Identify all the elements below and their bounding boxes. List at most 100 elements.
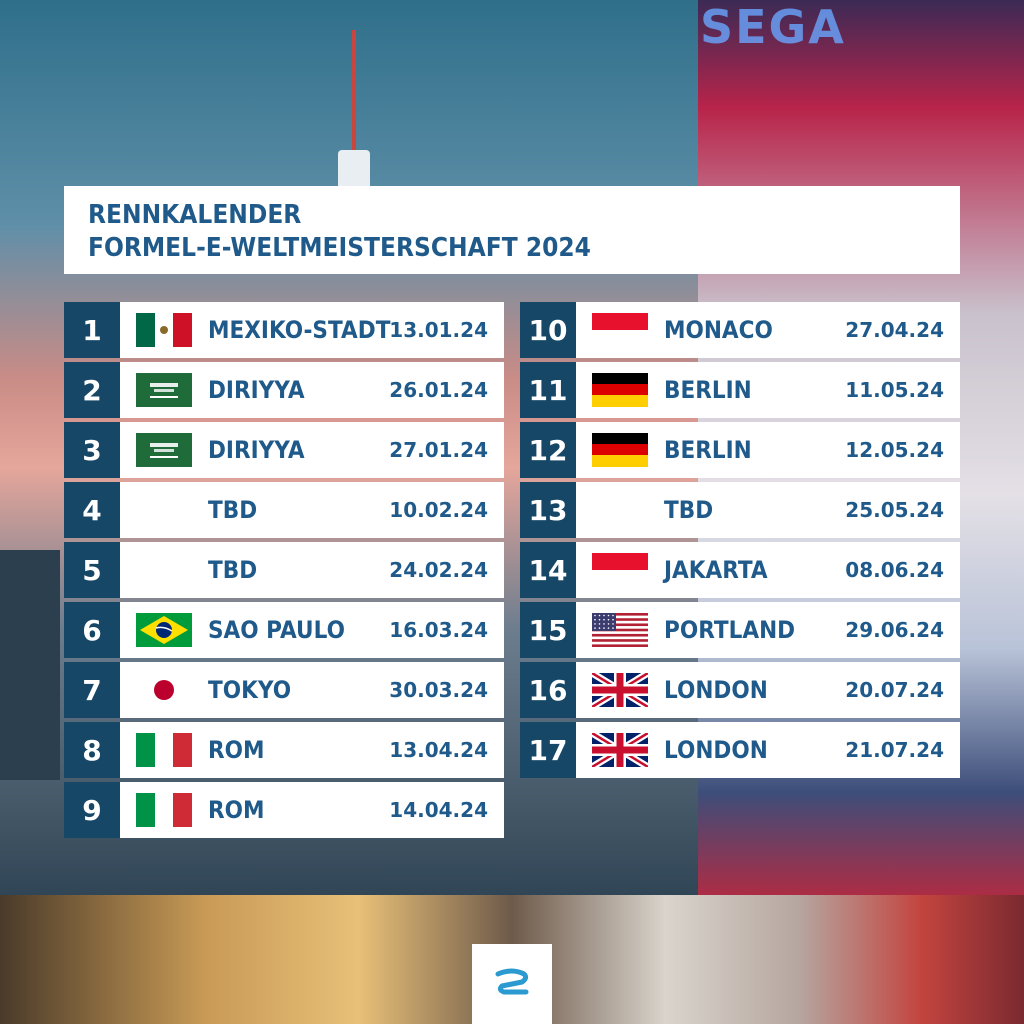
race-round-number: 17 — [520, 722, 576, 778]
monaco-flag — [592, 313, 648, 347]
race-city: LONDON — [664, 676, 768, 704]
race-round-number: 15 — [520, 602, 576, 658]
uk-flag — [592, 673, 648, 707]
indonesia-flag — [592, 553, 648, 587]
calendar-title: RENNKALENDER — [88, 200, 302, 230]
race-row: 6 SAO PAULO 16.03.24 — [64, 602, 504, 658]
race-city: PORTLAND — [664, 616, 796, 644]
race-city: LONDON — [664, 736, 768, 764]
tokyo-tower-mast — [352, 30, 356, 180]
race-city: JAKARTA — [664, 556, 768, 584]
race-row: 12 BERLIN 12.05.24 — [520, 422, 960, 478]
race-row: 16 LONDON 20.07.24 — [520, 662, 960, 718]
race-round-number: 4 — [64, 482, 120, 538]
race-row: 17 LONDON 21.07.24 — [520, 722, 960, 778]
race-info-card: PORTLAND 29.06.24 — [576, 602, 960, 658]
japan-flag — [136, 673, 192, 707]
race-info-card: SAO PAULO 16.03.24 — [120, 602, 504, 658]
building — [0, 550, 60, 780]
race-city: DIRIYYA — [208, 436, 305, 464]
race-round-number: 8 — [64, 722, 120, 778]
race-row: 7 TOKYO 30.03.24 — [64, 662, 504, 718]
race-row: 9 ROM 14.04.24 — [64, 782, 504, 838]
race-city: SAO PAULO — [208, 616, 345, 644]
race-info-card: BERLIN 12.05.24 — [576, 422, 960, 478]
uk-flag — [592, 733, 648, 767]
race-round-number: 5 — [64, 542, 120, 598]
race-round-number: 12 — [520, 422, 576, 478]
race-row: 14 JAKARTA 08.06.24 — [520, 542, 960, 598]
usa-flag — [592, 613, 648, 647]
race-date: 13.01.24 — [389, 318, 488, 342]
race-date: 24.02.24 — [389, 558, 488, 582]
formula-e-logo — [472, 944, 552, 1024]
race-date: 30.03.24 — [389, 678, 488, 702]
race-row: 10 MONACO 27.04.24 — [520, 302, 960, 358]
race-city: TOKYO — [208, 676, 292, 704]
race-info-card: LONDON 20.07.24 — [576, 662, 960, 718]
germany-flag — [592, 373, 648, 407]
race-city: BERLIN — [664, 376, 752, 404]
race-row: 15 PORTLAND 29.06.24 — [520, 602, 960, 658]
race-city: MONACO — [664, 316, 773, 344]
race-info-card: MONACO 27.04.24 — [576, 302, 960, 358]
race-info-card: TOKYO 30.03.24 — [120, 662, 504, 718]
race-date: 12.05.24 — [845, 438, 944, 462]
race-round-number: 2 — [64, 362, 120, 418]
race-info-card: TBD 10.02.24 — [120, 482, 504, 538]
mexico-flag — [136, 313, 192, 347]
race-info-card: MEXIKO-STADT 13.01.24 — [120, 302, 504, 358]
race-info-card: DIRIYYA 26.01.24 — [120, 362, 504, 418]
race-round-number: 1 — [64, 302, 120, 358]
race-round-number: 14 — [520, 542, 576, 598]
race-info-card: BERLIN 11.05.24 — [576, 362, 960, 418]
race-city: BERLIN — [664, 436, 752, 464]
race-city: TBD — [208, 496, 258, 524]
germany-flag — [592, 433, 648, 467]
race-date: 16.03.24 — [389, 618, 488, 642]
race-row: 5 TBD 24.02.24 — [64, 542, 504, 598]
race-row: 13 TBD 25.05.24 — [520, 482, 960, 538]
race-info-card: ROM 14.04.24 — [120, 782, 504, 838]
race-row: 11 BERLIN 11.05.24 — [520, 362, 960, 418]
race-round-number: 7 — [64, 662, 120, 718]
sega-sign: SEGA — [700, 0, 846, 54]
race-round-number: 10 — [520, 302, 576, 358]
italy-flag — [136, 733, 192, 767]
race-row: 3 DIRIYYA 27.01.24 — [64, 422, 504, 478]
race-city: TBD — [208, 556, 258, 584]
race-info-card: TBD 25.05.24 — [576, 482, 960, 538]
race-round-number: 3 — [64, 422, 120, 478]
race-date: 26.01.24 — [389, 378, 488, 402]
race-round-number: 16 — [520, 662, 576, 718]
race-info-card: ROM 13.04.24 — [120, 722, 504, 778]
race-date: 20.07.24 — [845, 678, 944, 702]
race-round-number: 11 — [520, 362, 576, 418]
race-date: 14.04.24 — [389, 798, 488, 822]
race-row: 8 ROM 13.04.24 — [64, 722, 504, 778]
italy-flag — [136, 793, 192, 827]
tokyo-tower-deck — [338, 150, 370, 190]
race-date: 21.07.24 — [845, 738, 944, 762]
race-city: MEXIKO-STADT — [208, 316, 391, 344]
calendar-header: RENNKALENDER FORMEL-E-WELTMEISTERSCHAFT … — [64, 186, 960, 274]
formula-e-logo-icon — [495, 968, 529, 995]
race-date: 13.04.24 — [389, 738, 488, 762]
race-round-number: 13 — [520, 482, 576, 538]
race-date: 27.01.24 — [389, 438, 488, 462]
race-date: 27.04.24 — [845, 318, 944, 342]
race-row: 2 DIRIYYA 26.01.24 — [64, 362, 504, 418]
race-city: TBD — [664, 496, 714, 524]
race-city: DIRIYYA — [208, 376, 305, 404]
race-city: ROM — [208, 796, 265, 824]
race-round-number: 9 — [64, 782, 120, 838]
race-row: 1 MEXIKO-STADT 13.01.24 — [64, 302, 504, 358]
race-info-card: LONDON 21.07.24 — [576, 722, 960, 778]
race-date: 11.05.24 — [845, 378, 944, 402]
race-date: 29.06.24 — [845, 618, 944, 642]
race-date: 08.06.24 — [845, 558, 944, 582]
race-date: 25.05.24 — [845, 498, 944, 522]
brazil-flag — [136, 613, 192, 647]
race-row: 4 TBD 10.02.24 — [64, 482, 504, 538]
saudi-arabia-flag — [136, 433, 192, 467]
